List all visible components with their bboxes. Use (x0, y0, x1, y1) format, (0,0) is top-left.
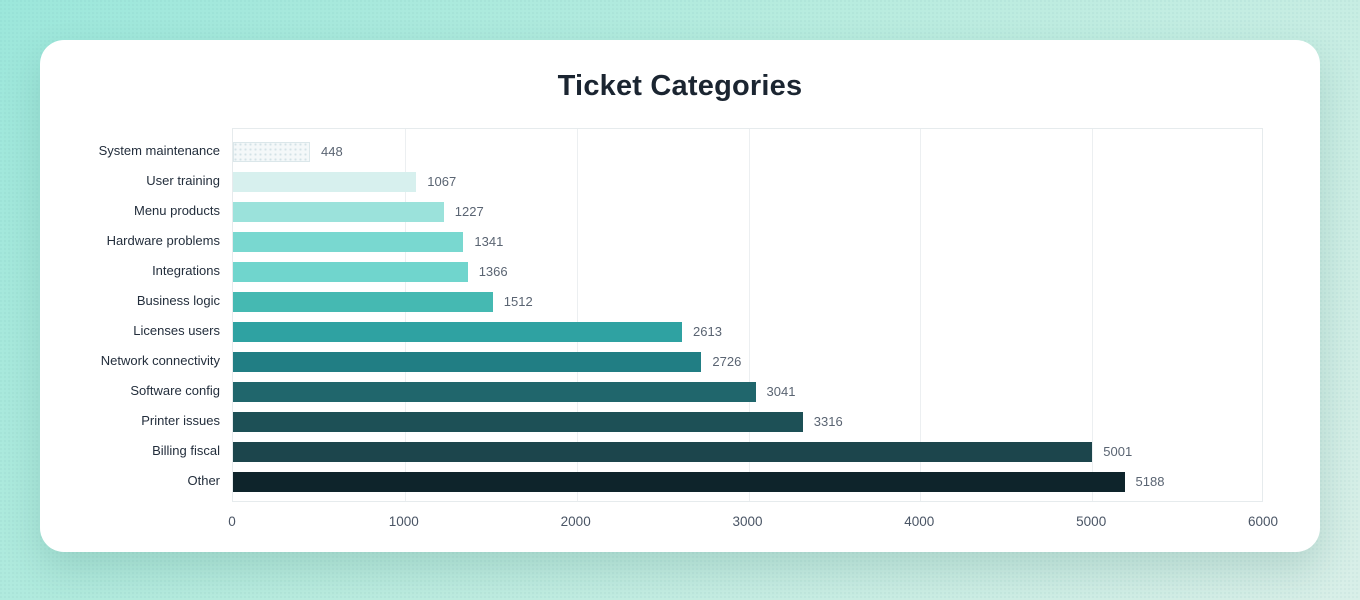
chart-card: Ticket Categories 448 1067 1227 1341 1366 151… (40, 40, 1320, 552)
value-label: 1341 (474, 234, 504, 249)
category-label: Licenses users (133, 323, 220, 338)
value-label: 1366 (478, 264, 508, 279)
value-label: 5001 (1103, 444, 1133, 459)
category-label: Billing fiscal (152, 443, 220, 458)
gridline (920, 129, 922, 501)
bar (233, 262, 468, 282)
x-tick-label: 1000 (388, 514, 419, 529)
value-label: 3041 (766, 384, 796, 399)
category-label: Software config (130, 383, 220, 398)
bar (233, 172, 417, 192)
x-tick-label: 4000 (904, 514, 935, 529)
category-label: Menu products (134, 203, 220, 218)
value-label: 1227 (454, 204, 484, 219)
value-label: 3316 (813, 414, 843, 429)
value-label: 448 (321, 144, 343, 159)
gridline (404, 129, 406, 501)
bar (233, 412, 803, 432)
value-label: 2726 (712, 354, 742, 369)
bar (233, 202, 444, 222)
bar (233, 382, 756, 402)
gridline (748, 129, 750, 501)
gridline (576, 129, 578, 501)
bar (233, 232, 464, 252)
bar (233, 352, 702, 372)
value-label: 2613 (693, 324, 722, 339)
plot-area: 448 1067 1227 1341 1366 1512 2613 2726 3041 3316 5… (232, 128, 1263, 502)
category-label: Other (187, 473, 220, 488)
value-label: 5188 (1135, 474, 1165, 489)
value-label: 1512 (503, 294, 533, 309)
chart-title: Ticket Categories (557, 70, 803, 102)
category-label: Business logic (136, 293, 220, 308)
gridline (1092, 129, 1094, 501)
bar (233, 322, 682, 342)
x-tick-label: 3000 (732, 514, 763, 529)
value-label: 1067 (427, 174, 457, 189)
category-label: Printer issues (141, 413, 220, 428)
category-label: Network connectivity (100, 353, 220, 368)
category-label: User training (146, 173, 220, 188)
bar (233, 292, 493, 312)
category-label: System maintenance (98, 143, 220, 158)
category-label: Hardware problems (106, 233, 220, 248)
x-tick-label: 6000 (1247, 514, 1279, 529)
bar (233, 142, 310, 162)
x-tick-label: 5000 (1076, 514, 1107, 529)
category-label: Integrations (152, 263, 220, 278)
bar (233, 442, 1093, 462)
x-tick-label: 0 (228, 514, 236, 529)
bar (233, 472, 1125, 492)
x-tick-label: 2000 (560, 514, 591, 529)
